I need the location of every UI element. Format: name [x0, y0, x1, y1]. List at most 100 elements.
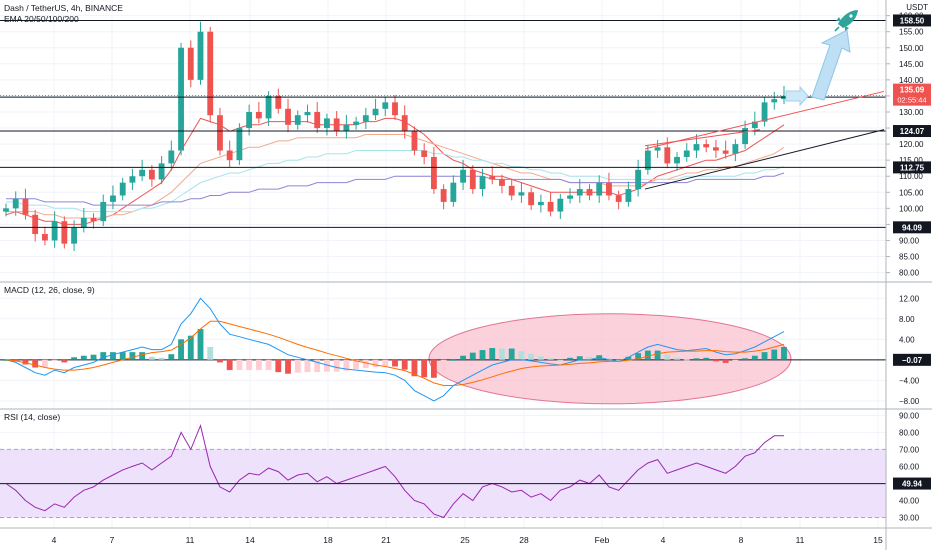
candle[interactable]	[285, 98, 291, 133]
candle[interactable]	[324, 113, 330, 136]
candle[interactable]	[761, 97, 768, 127]
candle[interactable]	[22, 188, 29, 220]
candle[interactable]	[90, 213, 97, 229]
candle[interactable]	[51, 211, 58, 248]
candle[interactable]	[635, 159, 642, 197]
symbol-title[interactable]: Dash / TetherUS, 4h, BINANCE	[4, 3, 123, 13]
macd-line	[5, 297, 785, 402]
candle[interactable]	[508, 178, 515, 201]
candle[interactable]	[294, 110, 301, 130]
candle[interactable]	[401, 105, 408, 139]
candle[interactable]	[557, 193, 564, 219]
panel-separator[interactable]	[0, 281, 932, 283]
candle[interactable]	[32, 209, 39, 242]
rsi-legend[interactable]: RSI (14, close)	[4, 412, 60, 422]
candle[interactable]	[255, 102, 262, 124]
candle[interactable]	[187, 40, 194, 88]
candle[interactable]	[304, 104, 311, 123]
rsi-tick-label: 90.00	[899, 411, 920, 420]
candle[interactable]	[450, 175, 457, 207]
candle-body	[421, 150, 428, 157]
candle-body	[528, 192, 535, 206]
candle[interactable]	[207, 26, 214, 123]
time-axis[interactable]: 4 7 11 14 18 21 25 28 Feb 4 8 11 15	[52, 535, 883, 545]
candle[interactable]	[722, 140, 729, 159]
candle[interactable]	[713, 139, 719, 158]
candle[interactable]	[703, 139, 710, 153]
candle[interactable]	[576, 179, 583, 203]
candle-body	[382, 102, 389, 109]
candle[interactable]	[586, 184, 593, 201]
candle[interactable]	[217, 107, 223, 156]
candle[interactable]	[148, 164, 155, 187]
candle[interactable]	[119, 177, 126, 201]
candle[interactable]	[742, 120, 749, 149]
candle-body	[304, 111, 311, 116]
candle[interactable]	[567, 188, 573, 204]
candle-body	[129, 176, 136, 183]
candle-body	[12, 198, 19, 209]
rising-channel-line[interactable]	[644, 90, 885, 150]
candle[interactable]	[421, 143, 428, 165]
projection-arrow-small[interactable]	[785, 85, 809, 107]
candle[interactable]	[41, 226, 48, 246]
candle[interactable]	[625, 181, 632, 207]
candle[interactable]	[644, 145, 651, 175]
candle[interactable]	[489, 166, 496, 185]
candle[interactable]	[518, 182, 525, 203]
candle[interactable]	[362, 107, 369, 130]
candle[interactable]	[3, 203, 9, 217]
candle[interactable]	[275, 88, 282, 114]
candle[interactable]	[392, 94, 398, 121]
candle[interactable]	[771, 91, 778, 110]
support-trendline[interactable]	[644, 129, 885, 190]
projection-arrow-large[interactable]	[811, 29, 851, 101]
channel-upper-line[interactable]	[644, 129, 761, 147]
candle[interactable]	[479, 168, 486, 197]
candle[interactable]	[528, 187, 535, 210]
candle[interactable]	[382, 97, 389, 117]
candle[interactable]	[110, 185, 116, 210]
candle[interactable]	[430, 146, 437, 194]
macd-legend[interactable]: MACD (12, 26, close, 9)	[4, 285, 95, 295]
candle[interactable]	[372, 98, 379, 121]
candle[interactable]	[236, 123, 243, 165]
candle[interactable]	[596, 175, 603, 203]
price-axis[interactable]: 160.00155.00150.00145.00140.00135.00130.…	[886, 12, 931, 523]
candle[interactable]	[343, 114, 350, 139]
price-panel[interactable]	[0, 0, 886, 281]
candle[interactable]	[80, 208, 87, 233]
candle[interactable]	[547, 191, 554, 217]
macd-histogram-bar	[197, 329, 204, 360]
candle[interactable]	[168, 140, 175, 171]
candle[interactable]	[71, 220, 77, 252]
candle[interactable]	[139, 159, 146, 182]
panel-separator[interactable]	[0, 408, 932, 410]
candle[interactable]	[61, 216, 68, 249]
candle[interactable]	[246, 104, 253, 136]
candle[interactable]	[440, 184, 447, 210]
candle[interactable]	[499, 174, 505, 194]
candle[interactable]	[606, 172, 612, 201]
candle[interactable]	[654, 139, 661, 158]
candle[interactable]	[469, 164, 476, 194]
candle[interactable]	[732, 139, 739, 162]
candle[interactable]	[314, 102, 321, 133]
candle[interactable]	[353, 116, 360, 130]
macd-histogram-bar	[693, 358, 700, 360]
candle[interactable]	[333, 111, 340, 137]
candle[interactable]	[226, 140, 233, 168]
candle[interactable]	[158, 155, 165, 185]
candle-body	[168, 150, 175, 164]
candle[interactable]	[460, 159, 466, 191]
ema-legend[interactable]: EMA 20/50/100/200	[4, 14, 79, 24]
candle[interactable]	[615, 190, 622, 210]
candle[interactable]	[100, 194, 107, 227]
candle[interactable]	[537, 194, 544, 213]
price-tick-label: 155.00	[899, 28, 924, 37]
candle[interactable]	[178, 42, 184, 156]
candle[interactable]	[197, 21, 204, 85]
candle[interactable]	[129, 168, 136, 191]
candle[interactable]	[12, 191, 19, 216]
candle[interactable]	[683, 143, 690, 162]
